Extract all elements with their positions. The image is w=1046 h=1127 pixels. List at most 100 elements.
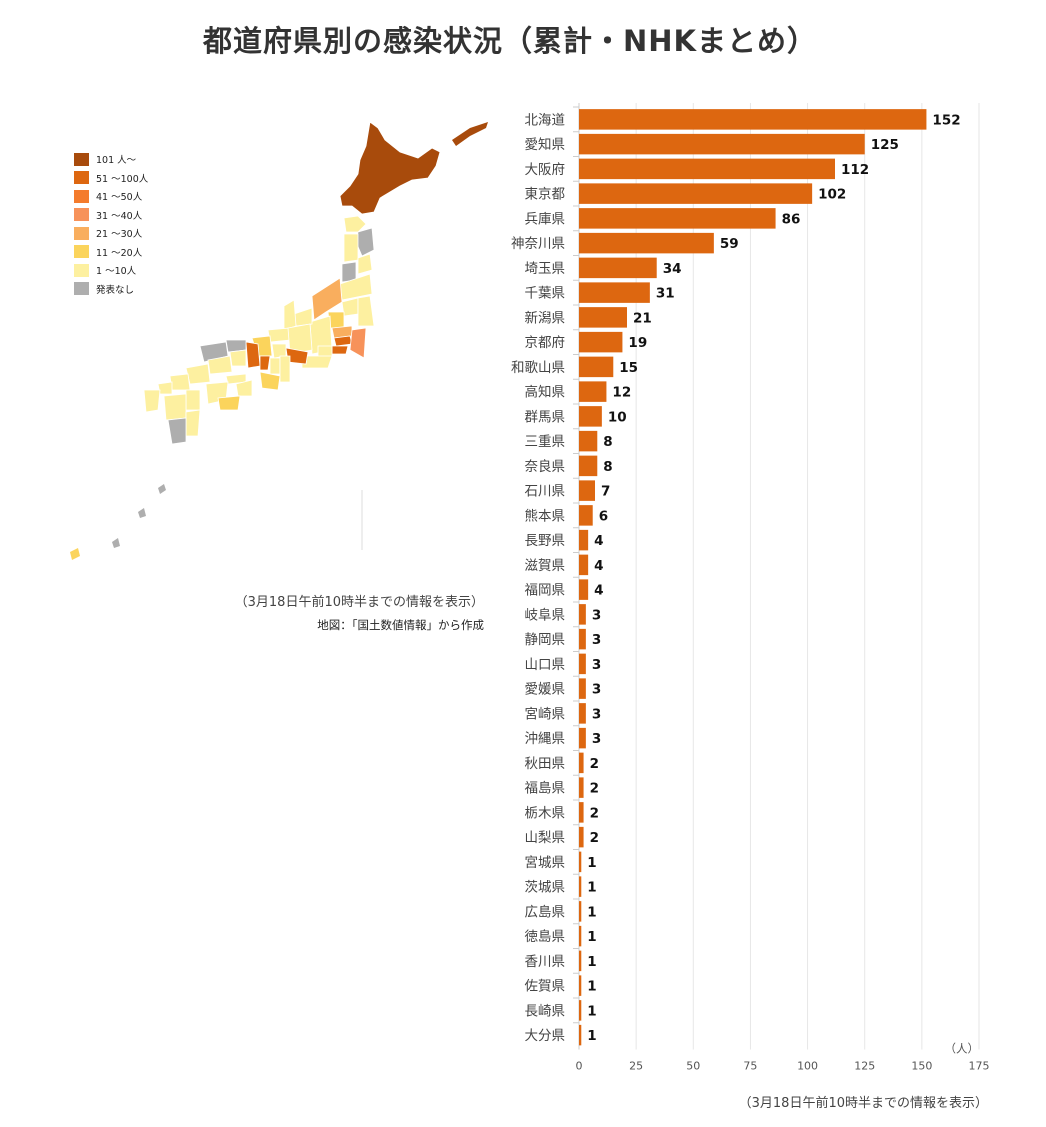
x-tick-label: 0 [576,1060,583,1073]
data-label: 12 [612,385,631,401]
page-title: 都道府県別の感染状況（累計・NHKまとめ） [202,24,817,58]
legend-item: 101 人～ [74,150,148,169]
category-label: 兵庫県 [525,211,566,227]
category-label: 茨城県 [525,880,566,896]
bar [579,703,586,724]
map-ibaraki [357,295,375,327]
data-label: 2 [590,756,599,772]
legend-label: 11 ～20人 [96,247,143,259]
map-oita [185,389,201,411]
category-label: 新潟県 [525,310,566,326]
data-label: 4 [594,583,603,599]
data-label: 2 [590,805,599,821]
bar [579,826,584,848]
data-label: 1 [587,979,596,995]
data-label: 8 [603,434,612,450]
data-label: 102 [818,187,846,203]
legend-item: 31 ～40人 [74,206,148,225]
bar [579,282,650,303]
legend-swatch [74,152,89,166]
map-ishikawa [283,299,297,331]
bar [579,925,582,947]
category-label: 宮城県 [525,855,566,871]
map-akita [343,233,359,263]
map-kochi [217,395,241,411]
bar [579,331,623,353]
category-label: 三重県 [525,434,566,450]
bar [579,183,813,204]
bar [579,752,584,774]
category-label: 滋賀県 [525,558,566,574]
map-kurils [452,122,488,146]
category-label: 京都府 [525,335,566,351]
category-label: 山梨県 [525,830,566,846]
category-label: 栃木県 [525,805,566,821]
bar [579,678,586,699]
map-kumamoto [163,393,187,421]
data-label: 3 [592,731,601,747]
data-label: 1 [587,855,596,871]
data-label: 3 [592,632,601,648]
legend-item: 発表なし [74,280,148,299]
category-label: 埼玉県 [525,261,566,277]
map-note-date: （3月18日午前10時半までの情報を表示） [234,595,484,610]
x-tick-label: 150 [911,1060,932,1073]
legend-label: 51 ～100人 [96,173,149,185]
map-nagasaki [143,389,161,413]
map-kagoshima [167,417,187,445]
data-label: 1 [587,929,596,945]
bar [579,455,598,477]
x-tick-label: 75 [743,1060,757,1073]
bar [579,430,598,452]
bar [579,307,627,328]
map-note-source: 地図：「国土数値情報」から作成 [317,618,484,632]
data-label: 59 [720,236,739,252]
bar [579,505,593,526]
legend-swatch [74,226,89,240]
data-label: 19 [628,335,647,351]
legend-label: 発表なし [96,284,135,296]
category-label: 熊本県 [525,508,566,524]
data-label: 8 [603,459,612,475]
map-kanagawa [331,345,349,355]
category-label: 山口県 [525,657,566,673]
category-label: 愛媛県 [525,682,566,698]
category-label: 大阪府 [525,162,566,178]
bar [579,653,586,675]
data-label: 1 [587,880,596,896]
japan-map-svg [70,121,488,560]
x-tick-label: 125 [854,1060,875,1073]
legend-item: 51 ～100人 [74,169,148,188]
data-label: 10 [608,409,627,425]
category-label: 佐賀県 [525,979,566,995]
data-label: 152 [932,112,960,128]
bar [579,406,602,427]
data-label: 31 [656,286,675,302]
bar [579,529,589,551]
bar [579,851,582,873]
category-label: 奈良県 [525,459,566,475]
category-label: 東京都 [525,187,566,203]
bar [579,802,584,823]
data-label: 2 [590,781,599,797]
bar [579,232,714,254]
bar [579,1024,582,1046]
map-okayama [229,349,247,367]
legend-swatch [74,208,89,222]
bar [579,777,584,798]
data-label: 112 [841,162,869,178]
map-osaka [259,355,271,371]
bar [579,257,657,279]
x-tick-label: 100 [797,1060,818,1073]
data-label: 1 [587,1003,596,1019]
legend-swatch [74,245,89,259]
map-note: （3月18日午前10時半までの情報を表示） 地図：「国土数値情報」から作成 [235,592,484,636]
map-legend: 101 人～ 51 ～100人 41 ～50人 31 ～40人 21 ～30人 … [74,150,148,298]
category-label: 群馬県 [525,409,566,425]
map-miyazaki [185,409,201,437]
category-label: 高知県 [525,384,566,401]
category-label: 神奈川県 [511,236,565,252]
data-label: 3 [592,657,601,673]
data-label: 34 [663,261,682,277]
category-label: 香川県 [525,954,566,970]
